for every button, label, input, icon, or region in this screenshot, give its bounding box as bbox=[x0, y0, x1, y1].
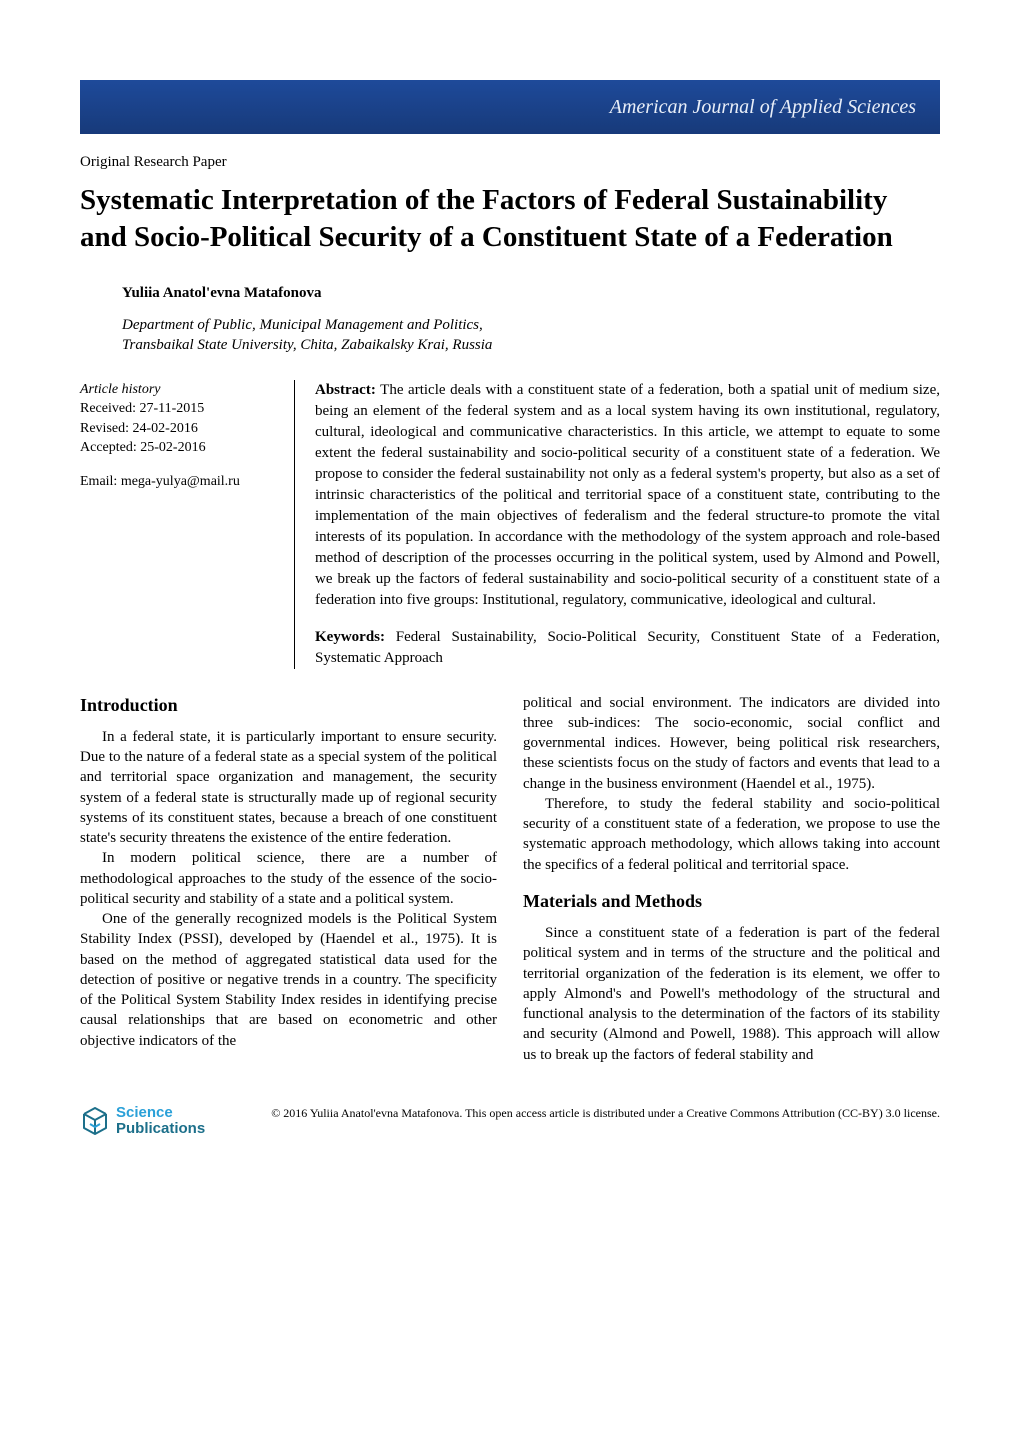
license-text: © 2016 Yuliia Anatol'evna Matafonova. Th… bbox=[219, 1105, 940, 1121]
page-footer: Science Publications © 2016 Yuliia Anato… bbox=[80, 1105, 940, 1137]
abstract-label: Abstract: bbox=[315, 382, 376, 398]
author-affiliation: Department of Public, Municipal Manageme… bbox=[122, 315, 940, 356]
history-accepted: Accepted: 25-02-2016 bbox=[80, 438, 280, 458]
section-heading-materials-methods: Materials and Methods bbox=[523, 889, 940, 913]
right-column: political and social environment. The in… bbox=[523, 693, 940, 1065]
history-label: Article history bbox=[80, 380, 280, 400]
publisher-logo-icon bbox=[80, 1106, 110, 1136]
logo-line-science: Science bbox=[116, 1105, 205, 1121]
article-history: Article history Received: 27-11-2015 Rev… bbox=[80, 380, 295, 669]
keywords: Keywords: Federal Sustainability, Socio-… bbox=[315, 627, 940, 669]
meta-block: Article history Received: 27-11-2015 Rev… bbox=[80, 380, 940, 669]
article-title: Systematic Interpretation of the Factors… bbox=[80, 182, 940, 255]
body-paragraph: Since a constituent state of a federatio… bbox=[523, 923, 940, 1065]
paper-type: Original Research Paper bbox=[80, 152, 940, 172]
journal-name: American Journal of Applied Sciences bbox=[610, 94, 916, 121]
affiliation-line: Department of Public, Municipal Manageme… bbox=[122, 315, 940, 335]
email-label: Email: bbox=[80, 474, 117, 489]
abstract-text: The article deals with a constituent sta… bbox=[315, 382, 940, 608]
body-paragraph: In modern political science, there are a… bbox=[80, 848, 497, 909]
history-revised: Revised: 24-02-2016 bbox=[80, 419, 280, 439]
journal-banner: American Journal of Applied Sciences bbox=[80, 80, 940, 134]
abstract: Abstract: The article deals with a const… bbox=[315, 380, 940, 611]
affiliation-line: Transbaikal State University, Chita, Zab… bbox=[122, 335, 940, 355]
section-heading-introduction: Introduction bbox=[80, 693, 497, 717]
email-value: mega-yulya@mail.ru bbox=[121, 474, 240, 489]
abstract-block: Abstract: The article deals with a const… bbox=[295, 380, 940, 669]
logo-line-publications: Publications bbox=[116, 1121, 205, 1137]
body-paragraph: Therefore, to study the federal stabilit… bbox=[523, 794, 940, 875]
body-paragraph: political and social environment. The in… bbox=[523, 693, 940, 794]
body-paragraph: In a federal state, it is particularly i… bbox=[80, 727, 497, 849]
keywords-label: Keywords: bbox=[315, 629, 385, 645]
author-name: Yuliia Anatol'evna Matafonova bbox=[122, 283, 940, 303]
author-email: Email: mega-yulya@mail.ru bbox=[80, 472, 280, 492]
publisher-logo-text: Science Publications bbox=[116, 1105, 205, 1137]
body-columns: Introduction In a federal state, it is p… bbox=[80, 693, 940, 1065]
keywords-text: Federal Sustainability, Socio-Political … bbox=[315, 629, 940, 666]
history-received: Received: 27-11-2015 bbox=[80, 399, 280, 419]
body-paragraph: One of the generally recognized models i… bbox=[80, 909, 497, 1051]
publisher-logo: Science Publications bbox=[80, 1105, 205, 1137]
left-column: Introduction In a federal state, it is p… bbox=[80, 693, 497, 1065]
